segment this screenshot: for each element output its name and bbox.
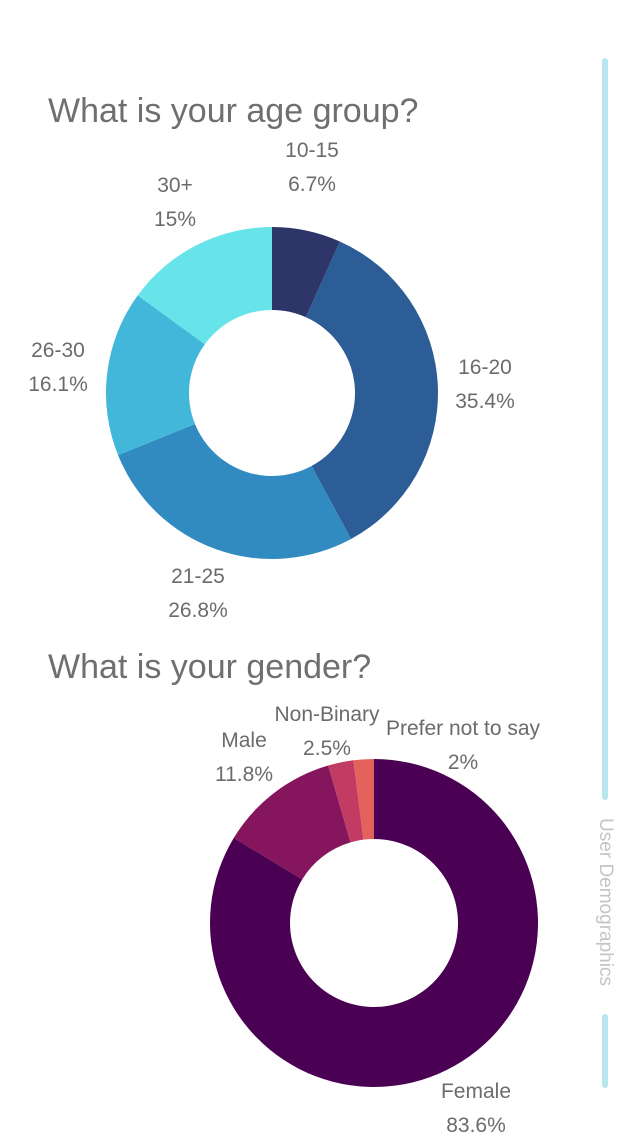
gender-label-male-category: Male	[221, 729, 267, 752]
gender-chart-title: What is your gender?	[48, 648, 372, 686]
sidebar-rule-bottom	[602, 1014, 608, 1088]
gender-label-prefer-not-to-say-value: 2%	[447, 751, 479, 774]
gender-label-non-binary: Non-Binary 2.5%	[274, 698, 379, 766]
age-label-26-30-value: 16.1%	[28, 373, 88, 396]
gender-label-female-category: Female	[440, 1080, 512, 1103]
gender-label-male-value: 11.8%	[215, 763, 273, 786]
gender-donut-chart	[209, 759, 538, 1087]
age-slice-16-20	[305, 241, 438, 539]
age-chart-title: What is your age group?	[48, 92, 419, 130]
gender-label-non-binary-value: 2.5%	[303, 737, 351, 760]
gender-slice-male	[233, 765, 351, 880]
age-label-10-15: 10-15 6.7%	[285, 134, 339, 202]
age-label-21-25: 21-25 26.8%	[168, 560, 228, 628]
gender-label-male: Male 11.8%	[215, 724, 273, 792]
age-label-16-20-category: 16-20	[458, 356, 512, 379]
age-label-10-15-value: 6.7%	[288, 173, 336, 196]
sidebar-rule-top	[602, 58, 608, 800]
age-slice-21-25	[118, 424, 352, 559]
age-label-21-25-category: 21-25	[171, 565, 225, 588]
age-label-30-plus-value: 15%	[153, 208, 197, 231]
age-label-16-20-value: 35.4%	[455, 390, 515, 413]
gender-label-female-value: 83.6%	[446, 1114, 506, 1137]
sidebar-title: User Demographics	[595, 818, 616, 986]
age-slice-26-30	[105, 295, 205, 456]
age-label-26-30: 26-30 16.1%	[28, 334, 88, 402]
age-label-10-15-category: 10-15	[285, 139, 339, 162]
gender-slice-prefer-not-to-say	[353, 759, 374, 840]
age-label-26-30-category: 26-30	[31, 339, 85, 362]
gender-label-female: Female 83.6%	[441, 1075, 511, 1143]
age-label-30-plus: 30+ 15%	[154, 169, 196, 237]
age-donut-chart	[105, 227, 438, 559]
gender-slice-non-binary	[328, 760, 364, 843]
age-label-30-plus-category: 30+	[157, 174, 193, 197]
age-label-16-20: 16-20 35.4%	[455, 351, 515, 419]
gender-slice-female	[209, 759, 538, 1087]
age-slice-30	[137, 227, 272, 345]
gender-label-non-binary-category: Non-Binary	[274, 703, 380, 726]
age-slice-10-15	[272, 227, 340, 318]
age-label-21-25-value: 26.8%	[168, 599, 228, 622]
gender-label-prefer-not-to-say: Prefer not to say 2%	[386, 712, 540, 780]
gender-label-prefer-not-to-say-category: Prefer not to say	[385, 717, 541, 740]
